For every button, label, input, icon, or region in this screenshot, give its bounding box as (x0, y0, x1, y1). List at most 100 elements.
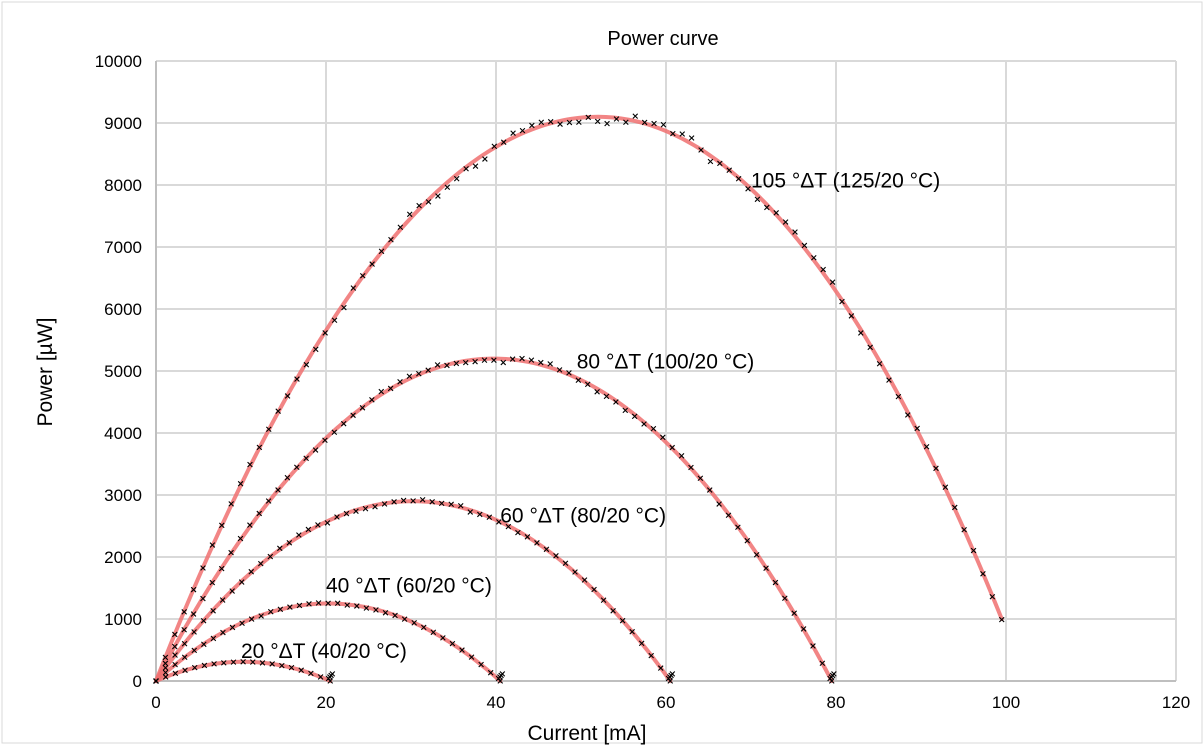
data-point-marker (362, 505, 369, 512)
data-point-marker (557, 121, 563, 127)
data-point-marker (229, 624, 236, 631)
data-point-marker (669, 671, 676, 677)
data-point-marker (237, 480, 244, 487)
data-point-marker (257, 560, 264, 567)
data-point-marker (717, 160, 723, 167)
data-point-marker (341, 304, 347, 311)
series-label: 40 °ΔT (60/20 °C) (326, 574, 492, 597)
data-point-marker (867, 344, 873, 351)
data-point-marker (467, 509, 474, 515)
data-point-marker (496, 519, 502, 525)
data-point-marker (381, 501, 388, 507)
data-point-marker (735, 524, 741, 531)
data-point-marker (248, 616, 255, 622)
data-point-marker (162, 654, 169, 661)
data-point-marker (831, 671, 837, 677)
data-point-marker (334, 600, 341, 606)
data-point-marker (200, 617, 207, 624)
data-point-marker (191, 647, 198, 654)
data-point-marker (895, 393, 902, 400)
data-point-marker (334, 514, 340, 520)
data-point-marker (429, 498, 435, 505)
data-point-marker (487, 669, 494, 676)
data-point-marker (303, 455, 309, 462)
data-point-marker (650, 425, 657, 432)
data-point-marker (603, 393, 610, 400)
data-point-marker (472, 358, 478, 365)
data-point-marker (201, 662, 208, 669)
data-point-marker (247, 522, 253, 528)
data-point-marker (706, 487, 713, 493)
data-point-marker (505, 523, 512, 530)
data-point-marker (792, 229, 798, 235)
chart-title: Power curve (607, 28, 718, 50)
data-point-marker (275, 408, 281, 414)
data-point-marker (448, 501, 455, 508)
grid-lines (156, 60, 1177, 681)
data-point-marker (293, 464, 300, 471)
data-point-marker (228, 501, 234, 507)
data-point-marker (594, 118, 601, 125)
data-point-marker (209, 542, 216, 548)
data-point-marker (478, 661, 484, 668)
data-point-marker (306, 601, 312, 607)
series-label: 60 °ΔT (80/20 °C) (500, 504, 666, 527)
y-tick-label: 2000 (104, 548, 142, 567)
data-point-marker (269, 661, 275, 667)
data-point-marker (594, 389, 600, 395)
data-point-marker (430, 629, 437, 636)
data-point-marker (201, 641, 207, 648)
data-point-marker (419, 496, 426, 503)
data-point-marker (378, 248, 385, 255)
data-point-marker (162, 674, 169, 680)
data-point-marker (397, 224, 404, 231)
data-point-marker (218, 522, 225, 529)
data-point-marker (735, 175, 742, 182)
data-point-marker (763, 565, 769, 571)
data-point-marker (660, 121, 667, 128)
data-point-marker (534, 540, 540, 546)
data-point-marker (279, 662, 285, 669)
data-point-marker (500, 359, 507, 366)
data-point-marker (220, 660, 227, 666)
data-point-marker (547, 361, 553, 367)
data-point-marker (801, 242, 808, 249)
data-point-marker (210, 635, 217, 642)
data-point-marker (331, 317, 338, 324)
data-point-marker (359, 272, 366, 279)
data-point-marker (406, 373, 413, 380)
y-tick-label: 5000 (104, 362, 142, 381)
data-point-marker (256, 444, 263, 451)
data-point-marker (660, 434, 666, 441)
data-point-marker (638, 640, 645, 647)
data-point-marker (363, 605, 370, 611)
data-point-marker (425, 199, 432, 205)
data-point-marker (923, 443, 930, 450)
data-point-marker (524, 534, 531, 540)
data-point-marker (678, 453, 685, 459)
data-point-marker (265, 426, 272, 433)
data-point-marker (491, 357, 497, 364)
data-point-marker (284, 474, 291, 481)
data-point-marker (220, 629, 226, 636)
data-point-marker (353, 508, 359, 515)
y-tick-label: 8000 (104, 176, 142, 195)
data-point-marker (397, 378, 403, 385)
data-point-marker (416, 202, 422, 209)
data-point-marker (329, 671, 336, 677)
data-point-marker (491, 143, 498, 150)
data-point-marker (308, 670, 314, 677)
data-point-marker (190, 586, 197, 593)
x-tick-label: 0 (151, 693, 160, 712)
data-point-marker (229, 588, 235, 594)
data-point-marker (572, 569, 578, 575)
y-axis-label: Power [µW] (34, 318, 57, 427)
data-point-marker (219, 597, 226, 603)
data-point-marker (267, 553, 274, 560)
data-point-marker (904, 412, 911, 418)
x-tick-label: 100 (992, 693, 1020, 712)
data-point-marker (401, 616, 408, 622)
data-point-marker (613, 399, 619, 405)
data-point-marker (623, 119, 629, 126)
